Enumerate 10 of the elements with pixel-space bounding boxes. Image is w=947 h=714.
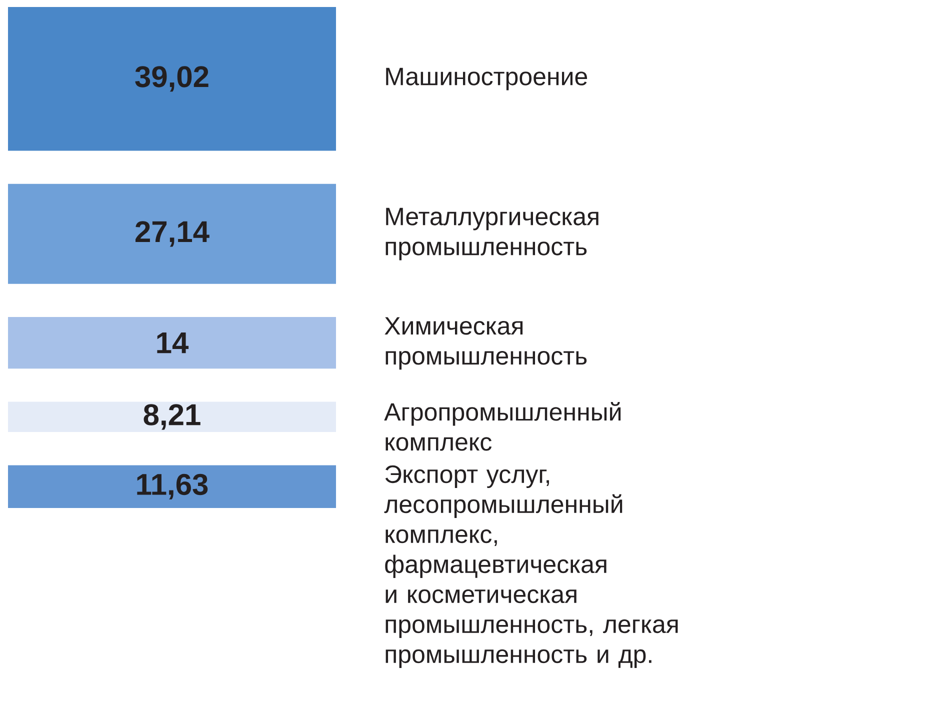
category-label: Агропромышленный комплекс [384, 402, 621, 451]
category-label: Экспорт услуг, лесопромышленный комплекс, фармацевтическая и косметическая промышленность, легкая промышленность и др. [384, 465, 678, 668]
data-label: 27,14 [136, 221, 210, 247]
data-label: 14 [157, 332, 189, 354]
category-label: Машиностроение [386, 68, 588, 90]
data-label: 8,21 [144, 404, 200, 430]
category-label: Химическая промышленность [384, 317, 587, 370]
data-label: 11,63 [137, 474, 208, 500]
category-label: Металлургическая промышленность [386, 208, 598, 260]
data-label: 39,02 [135, 66, 208, 92]
